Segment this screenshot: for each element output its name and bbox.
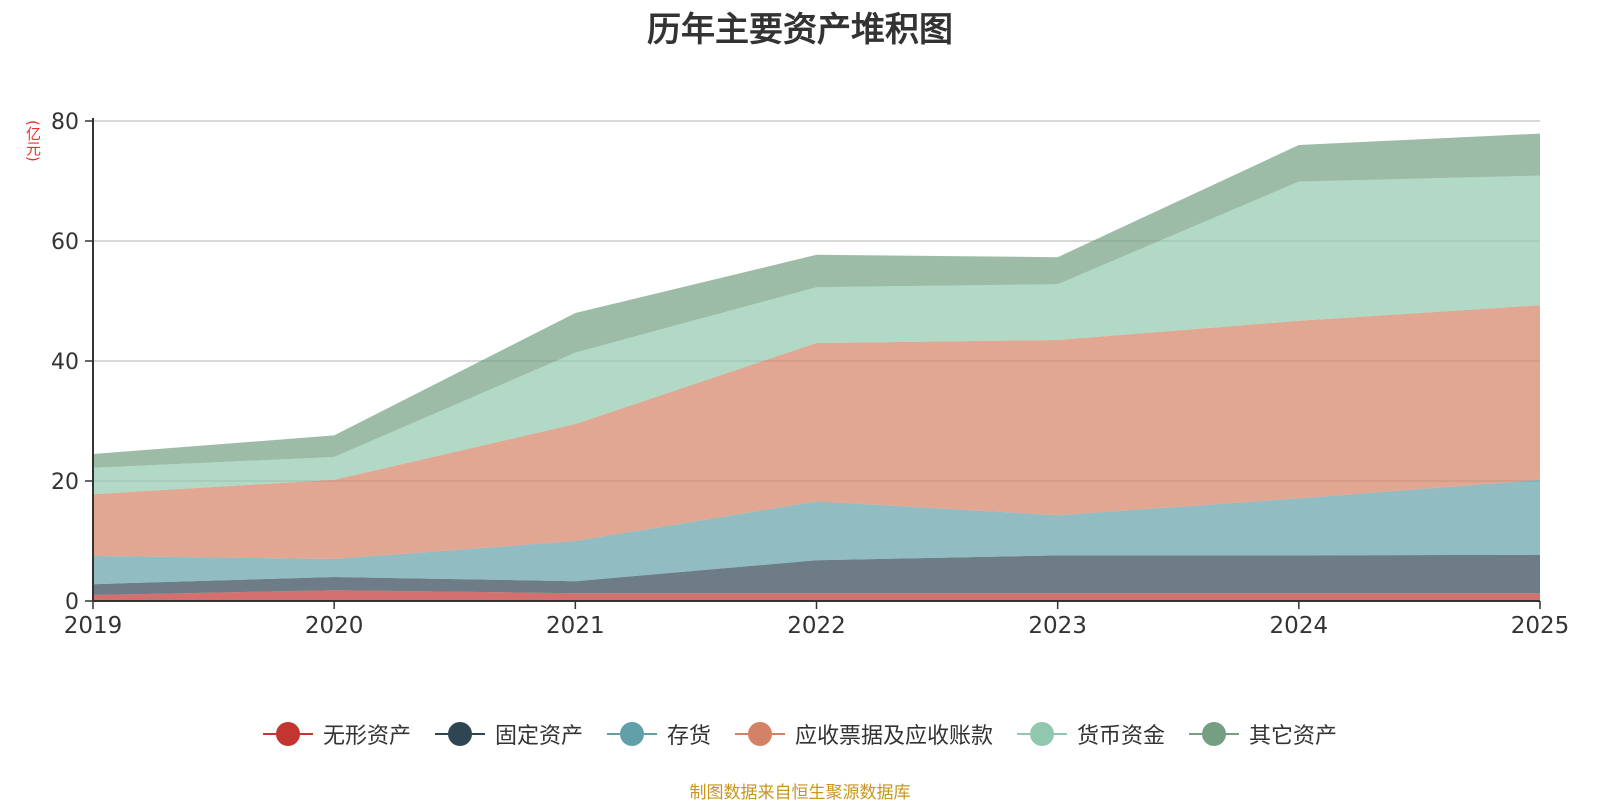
x-tick-label: 2023 xyxy=(1028,613,1087,639)
y-tick-label: 20 xyxy=(51,470,79,495)
legend-item-6[interactable]: 其它资产 xyxy=(1189,718,1337,750)
x-tick-label: 2025 xyxy=(1511,613,1570,639)
area-series-1 xyxy=(93,590,1540,601)
tick-labels: 0 20 40 60 80 2019 2020 2021 2022 2023 2024 2025 xyxy=(51,110,1569,639)
area-series-5 xyxy=(93,175,1540,495)
source-note: 制图数据来自恒生聚源数据库 xyxy=(689,783,911,803)
y-axis-unit-label: (亿元) xyxy=(24,120,42,162)
axes xyxy=(85,118,1541,609)
area-series-6 xyxy=(93,133,1540,468)
legend-item-3[interactable]: 存货 xyxy=(606,718,711,750)
legend-dot-icon xyxy=(1030,722,1055,746)
area-series-3 xyxy=(93,479,1540,585)
y-tick-label: 0 xyxy=(65,590,79,615)
x-tick-label: 2022 xyxy=(787,613,846,639)
legend-label: 应收票据及应收账款 xyxy=(795,724,994,749)
legend-dot-icon xyxy=(1202,722,1227,746)
legend-marker-icon xyxy=(606,722,657,746)
legend-item-4[interactable]: 应收票据及应收账款 xyxy=(735,718,993,750)
legend-label: 固定资产 xyxy=(494,724,583,749)
legend: 无形资产 固定资产 存货 应收票据及应收账款 货币资金 其它资产 xyxy=(0,718,1600,750)
x-tick-label: 2021 xyxy=(546,613,605,639)
y-tick-label: 80 xyxy=(51,110,79,135)
legend-marker-icon xyxy=(434,722,485,746)
legend-dot-icon xyxy=(619,722,644,746)
legend-label: 无形资产 xyxy=(322,724,411,749)
y-tick-label: 60 xyxy=(51,230,79,255)
area-series-layer xyxy=(93,133,1540,601)
legend-dot-icon xyxy=(748,722,772,746)
legend-label: 存货 xyxy=(666,724,711,749)
chart-title: 历年主要资产堆积图 xyxy=(647,10,953,50)
legend-label: 其它资产 xyxy=(1249,724,1338,749)
area-series-2 xyxy=(93,554,1540,595)
legend-dot-icon xyxy=(447,722,472,746)
x-tick-label: 2020 xyxy=(305,613,364,639)
legend-marker-icon xyxy=(1189,722,1240,746)
x-tick-label: 2019 xyxy=(64,613,123,639)
y-tick-label: 40 xyxy=(51,350,79,375)
legend-marker-icon xyxy=(262,722,313,746)
x-tick-label: 2024 xyxy=(1270,613,1329,639)
legend-marker-icon xyxy=(735,722,785,746)
legend-dot-icon xyxy=(275,722,300,746)
legend-item-1[interactable]: 无形资产 xyxy=(262,718,411,750)
legend-item-2[interactable]: 固定资产 xyxy=(434,718,583,750)
area-series-4 xyxy=(93,305,1540,559)
legend-item-5[interactable]: 货币资金 xyxy=(1017,718,1165,750)
legend-label: 货币资金 xyxy=(1077,724,1166,749)
legend-marker-icon xyxy=(1017,722,1068,746)
